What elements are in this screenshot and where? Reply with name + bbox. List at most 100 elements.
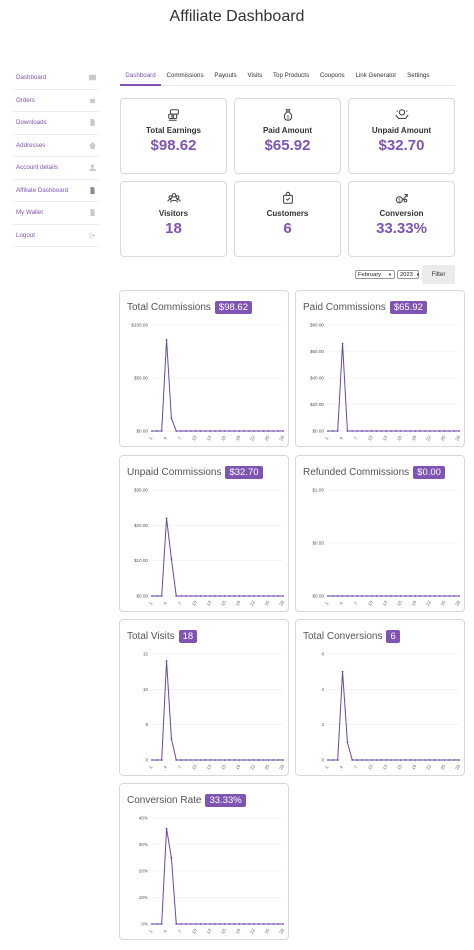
data-point — [414, 759, 417, 761]
data-point — [155, 759, 158, 761]
x-tick-label: 25 — [264, 599, 271, 606]
line-chart: $100.00 $50.00 $0.00 1 4 7 10 13 16 19 22 25 28 — [131, 323, 285, 442]
year-select[interactable]: 2023 ▼ — [397, 270, 420, 279]
chart-header: Refunded Commissions $0.00 — [303, 466, 445, 479]
data-point — [214, 923, 216, 925]
data-point — [458, 430, 460, 432]
sidebar-item-label: Addresses — [16, 141, 46, 149]
data-point — [252, 430, 255, 432]
data-point — [262, 430, 265, 432]
data-point — [252, 595, 255, 597]
sidebar-item-label: Account details — [16, 164, 58, 172]
data-point — [219, 595, 221, 597]
sidebar-item-account-details[interactable]: Account details — [13, 157, 99, 180]
data-point — [336, 595, 339, 597]
sidebar-item-label: Logout — [16, 231, 35, 239]
series-line — [328, 343, 459, 432]
data-point — [257, 430, 260, 432]
stat-card-paid-amount: $ Paid Amount $65.92 — [234, 98, 341, 174]
tab-visits[interactable]: Visits — [247, 72, 263, 79]
stat-label: Total Earnings — [146, 126, 201, 135]
data-point — [151, 759, 153, 761]
data-point — [404, 759, 407, 761]
y-tick-label: 20% — [139, 869, 148, 874]
y-tick-label: 40% — [139, 816, 148, 821]
x-tick-label: 28 — [278, 763, 285, 770]
x-tick-label: 4 — [162, 765, 168, 770]
data-point — [199, 595, 202, 597]
data-point — [370, 595, 373, 597]
chart-total-badge: $65.92 — [389, 301, 427, 314]
series-line — [328, 671, 459, 761]
stat-value: 33.33% — [376, 220, 427, 237]
x-tick-label: 13 — [205, 599, 212, 606]
data-point — [419, 430, 422, 432]
tab-top-products[interactable]: Top Products — [272, 72, 310, 79]
data-point — [209, 759, 212, 761]
x-tick-label: 25 — [264, 434, 271, 441]
data-point — [331, 759, 334, 761]
tab-dashboard[interactable]: Dashboard — [120, 69, 162, 86]
tab-payouts[interactable]: Payouts — [214, 72, 237, 79]
chart-card-total-visits: Total Visits 18 15 10 5 0 1 4 7 10 13 16 19 22 25 28 — [119, 619, 289, 776]
stat-card-customers: Customers 6 — [234, 181, 341, 257]
x-tick-label: 1 — [324, 765, 330, 770]
stat-label: Conversion — [379, 209, 424, 218]
data-point — [414, 430, 417, 432]
sidebar-item-addresses[interactable]: Addresses — [13, 135, 99, 157]
data-point — [428, 595, 431, 597]
tab-coupons[interactable]: Coupons — [319, 72, 345, 79]
sidebar-item-orders[interactable]: Orders — [13, 90, 99, 112]
data-point — [282, 595, 284, 597]
data-point — [170, 737, 173, 740]
x-tick-label: 10 — [367, 434, 374, 441]
x-tick-label: 4 — [162, 601, 168, 606]
data-point — [399, 430, 402, 432]
stat-label: Paid Amount — [262, 126, 313, 135]
month-select[interactable]: February ▼ — [355, 270, 395, 279]
data-point — [453, 595, 456, 597]
y-tick-label: $20.00 — [310, 402, 324, 407]
chart-header: Conversion Rate 33.33% — [127, 794, 246, 807]
chart-card-total-commissions: Total Commissions $98.62 $100.00 $50.00 $0.0… — [119, 290, 289, 447]
data-point — [267, 759, 270, 761]
x-tick-label: 10 — [191, 434, 198, 441]
data-point — [185, 430, 187, 432]
sidebar-item-dashboard[interactable]: Dashboard — [13, 67, 99, 90]
x-tick-label: 28 — [454, 599, 461, 606]
x-tick-label: 13 — [381, 763, 388, 770]
data-point — [346, 741, 349, 744]
data-point — [448, 759, 451, 761]
data-point — [404, 595, 407, 597]
data-point — [194, 923, 197, 925]
sidebar-item-logout[interactable]: Logout — [13, 225, 99, 247]
sidebar-item-downloads[interactable]: Downloads — [13, 112, 99, 135]
tab-bar: Dashboard Commissions Payouts Visits Top Pro… — [120, 69, 455, 86]
month-select-value: February — [358, 271, 382, 278]
x-tick-label: 13 — [205, 763, 212, 770]
chart-header: Paid Commissions $65.92 — [303, 301, 427, 314]
sidebar-item-affiliate-dashboard[interactable]: Affiliate Dashboard — [13, 180, 99, 202]
data-point — [385, 430, 388, 432]
sidebar-item-my-wallet[interactable]: My Wallet — [13, 202, 99, 225]
data-point — [282, 759, 284, 761]
svg-text:$: $ — [286, 115, 289, 120]
y-tick-label: 6 — [321, 652, 324, 657]
x-tick-label: 7 — [353, 601, 359, 606]
x-tick-label: 13 — [205, 927, 212, 934]
x-tick-label: 22 — [249, 599, 256, 606]
y-tick-label: 0% — [141, 922, 148, 927]
data-point — [252, 759, 255, 761]
data-point — [331, 595, 334, 597]
x-tick-label: 7 — [177, 601, 183, 606]
chart-title: Paid Commissions — [303, 302, 386, 313]
tab-settings[interactable]: Settings — [407, 72, 430, 79]
tab-commissions[interactable]: Commissions — [166, 72, 204, 79]
data-point — [380, 595, 383, 597]
tab-link-generator[interactable]: Link Generator — [355, 72, 397, 79]
data-point — [262, 759, 265, 761]
y-tick-label: 5 — [145, 722, 148, 727]
stat-label: Customers — [266, 209, 309, 218]
filter-button[interactable]: Filter — [422, 265, 455, 284]
home-icon — [89, 141, 96, 149]
